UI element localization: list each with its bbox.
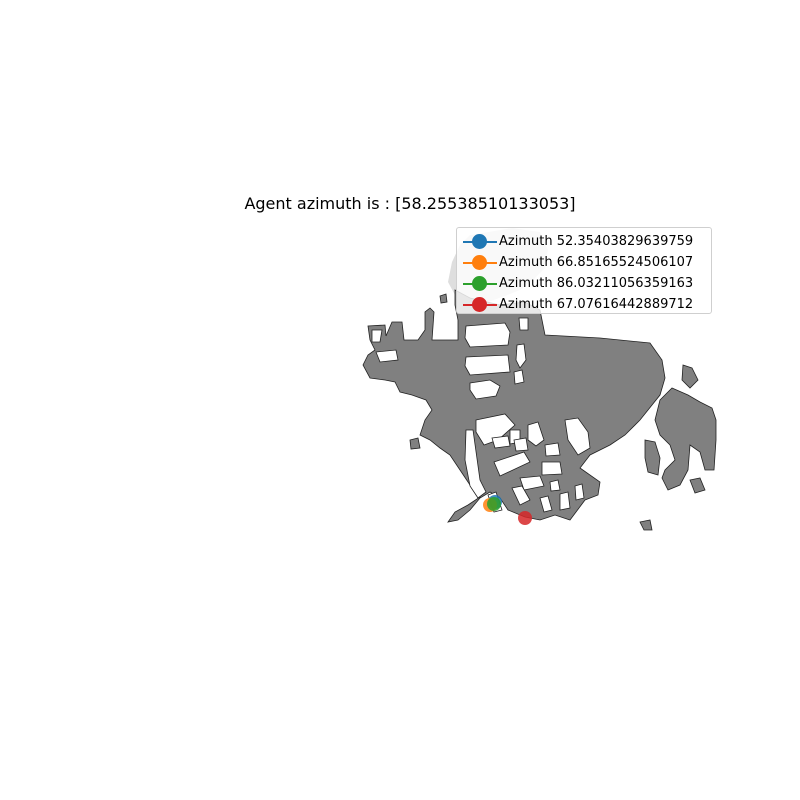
walkable-region-small-2 <box>689 477 706 494</box>
agent-marker-azimuth-86 <box>487 497 501 511</box>
legend-label: Azimuth 86.03211056359163 <box>499 276 694 291</box>
legend-item: Azimuth 86.03211056359163 <box>461 273 711 294</box>
walkable-region-small-1 <box>681 364 699 389</box>
legend-item: Azimuth 66.85165524506107 <box>461 252 711 273</box>
legend-item: Azimuth 67.07616442889712 <box>461 294 711 315</box>
walkable-region-southeast <box>644 439 661 476</box>
plot-title: Agent azimuth is : [58.25538510133053] <box>244 194 576 213</box>
legend: Azimuth 52.35403829639759 Azimuth 66.851… <box>456 227 712 314</box>
legend-label: Azimuth 66.85165524506107 <box>499 255 694 270</box>
legend-marker-icon <box>461 252 499 273</box>
walkable-region-small-4 <box>439 293 448 304</box>
obstacles <box>371 317 591 513</box>
legend-marker-icon <box>461 231 499 252</box>
walkable-region-small-5 <box>409 437 421 450</box>
agent-marker-azimuth-67 <box>518 511 532 525</box>
legend-label: Azimuth 52.35403829639759 <box>499 234 694 249</box>
legend-marker-icon <box>461 294 499 315</box>
legend-label: Azimuth 67.07616442889712 <box>499 297 694 312</box>
legend-marker-icon <box>461 273 499 294</box>
walkable-region-east <box>654 387 717 491</box>
legend-item: Azimuth 52.35403829639759 <box>461 231 711 252</box>
walkable-region-small-3 <box>639 519 653 531</box>
